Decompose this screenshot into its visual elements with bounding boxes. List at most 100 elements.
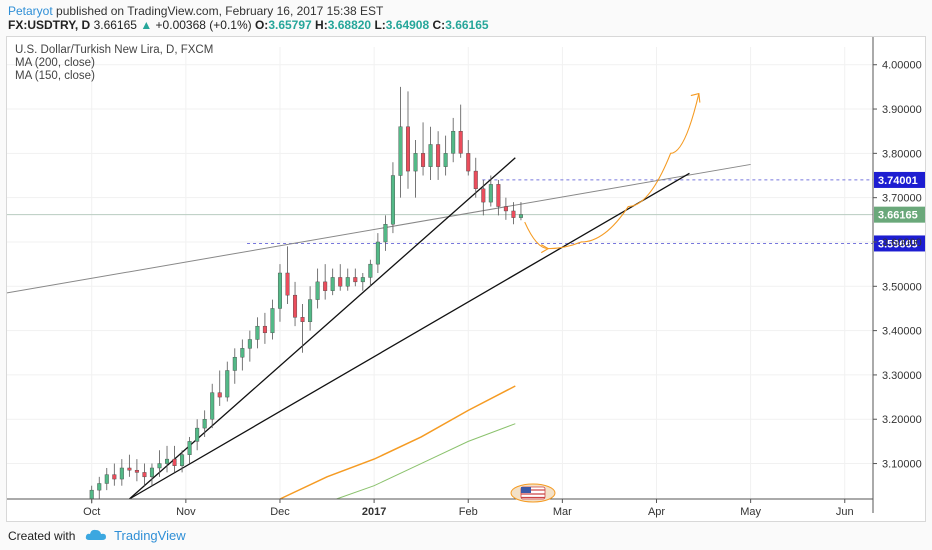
candle-body — [134, 469, 139, 473]
legend-ma200[interactable]: MA (200, close) — [15, 57, 95, 69]
ohlc-bar: FX:USDTRY, D 3.66165 ▲ +0.00368 (+0.1%) … — [8, 18, 489, 33]
candle-body — [345, 277, 350, 287]
candle-body — [436, 144, 441, 167]
candle-body — [104, 474, 109, 484]
candle-body — [240, 348, 245, 358]
candle-body — [413, 153, 418, 172]
price-label-badge — [874, 235, 926, 252]
close-value: 3.66165 — [445, 18, 489, 32]
candle-body — [323, 281, 328, 291]
price-label-text: 3.66165 — [878, 210, 918, 222]
candle-body — [360, 277, 365, 283]
candle-body — [165, 458, 170, 464]
y-tick-label: 3.60000 — [882, 237, 922, 249]
grid-layer — [7, 47, 873, 499]
trendline — [128, 157, 516, 500]
axes-layer: 4.00000 3.90000 3.80000 3.70000 3.60000 3.500… — [7, 37, 922, 518]
candle-body — [180, 454, 185, 466]
footer: Created with TradingView — [8, 528, 186, 545]
y-tick-label: 3.10000 — [882, 459, 922, 471]
candle-body — [112, 474, 117, 480]
ma150-line — [336, 423, 516, 500]
candle-body — [518, 214, 523, 218]
candle-body — [451, 130, 456, 154]
overlay-layer: 3.74001 3.66165 3.59665 — [524, 92, 926, 254]
candle-body — [398, 126, 403, 176]
candle-body — [97, 483, 102, 491]
candle-body — [210, 392, 215, 420]
candle-body — [458, 130, 463, 154]
last-price: 3.66165 — [93, 18, 137, 32]
candle-body — [149, 467, 154, 478]
tradingview-brand-link[interactable]: TradingView — [114, 528, 186, 543]
trendline — [6, 163, 751, 294]
candle-body — [157, 463, 162, 469]
x-tick-label: Mar — [553, 506, 572, 518]
price-label-text: 3.74001 — [878, 175, 918, 187]
close-label: C: — [432, 18, 446, 32]
candle-body — [232, 356, 237, 371]
candle-body — [375, 241, 380, 265]
candle-body — [488, 184, 493, 203]
y-tick-label: 3.40000 — [882, 326, 922, 338]
candle-body — [142, 472, 147, 478]
author-link[interactable]: Petaryot — [8, 4, 53, 18]
low-label: L: — [374, 18, 386, 32]
price-chart[interactable]: 3.74001 3.66165 3.59665 4.00000 3.90000 3.80… — [6, 37, 926, 521]
open-label: O: — [254, 18, 269, 32]
candle-body — [428, 144, 433, 167]
candle-body — [187, 441, 192, 455]
projection-arrowhead — [540, 244, 550, 254]
legend-title: U.S. Dollar/Turkish New Lira, D, FXCM — [15, 44, 213, 56]
created-with-text: Created with — [8, 529, 76, 543]
candle-body — [308, 299, 313, 322]
candle-body — [503, 206, 508, 212]
candle-body — [421, 153, 426, 167]
candle-body — [119, 467, 124, 480]
projection-path — [524, 93, 700, 250]
y-tick-label: 3.90000 — [882, 104, 922, 116]
y-tick-label: 3.80000 — [882, 148, 922, 160]
published-text: published on TradingView.com, February 1… — [56, 4, 384, 18]
trendline — [129, 172, 690, 500]
change-value: +0.00368 (+0.1%) — [155, 18, 252, 32]
candle-body — [202, 419, 207, 429]
x-tick-label: Dec — [270, 506, 290, 518]
high-label: H: — [315, 18, 328, 32]
candle-body — [172, 458, 177, 466]
flag-event-icon[interactable] — [510, 483, 556, 503]
low-value: 3.64908 — [385, 18, 430, 32]
candle-body — [473, 170, 478, 190]
candle-body — [330, 277, 335, 291]
candle-body — [466, 153, 471, 172]
candle-body — [300, 317, 305, 322]
ma200-line — [279, 385, 516, 500]
candle-body — [285, 272, 290, 296]
candle-body — [338, 277, 343, 287]
candle-body — [390, 175, 395, 225]
candle-body — [217, 392, 222, 398]
candle-body — [368, 263, 373, 278]
candle-body — [511, 210, 516, 218]
candle-body — [443, 153, 448, 167]
candle-body — [496, 184, 501, 207]
candle-body — [195, 427, 200, 442]
price-label-text: 3.59665 — [878, 238, 918, 250]
candle-body — [315, 281, 320, 300]
x-tick-label: Feb — [459, 506, 478, 518]
x-tick-label: Apr — [648, 506, 665, 518]
projection-arrowhead — [690, 92, 701, 103]
x-tick-label: 2017 — [362, 506, 386, 518]
candle-body — [293, 294, 298, 318]
price-label-badge — [874, 206, 926, 223]
price-label-badge — [874, 171, 926, 188]
candle-body — [481, 188, 486, 203]
chart-panel[interactable]: 3.74001 3.66165 3.59665 4.00000 3.90000 3.80… — [6, 36, 926, 522]
legend-ma150[interactable]: MA (150, close) — [15, 70, 95, 82]
x-tick-label: Jun — [836, 506, 854, 518]
high-value: 3.68820 — [327, 18, 372, 32]
x-tick-label: Oct — [83, 506, 100, 518]
x-tick-label: Nov — [176, 506, 196, 518]
x-tick-label: May — [740, 506, 761, 518]
y-tick-label: 3.50000 — [882, 281, 922, 293]
